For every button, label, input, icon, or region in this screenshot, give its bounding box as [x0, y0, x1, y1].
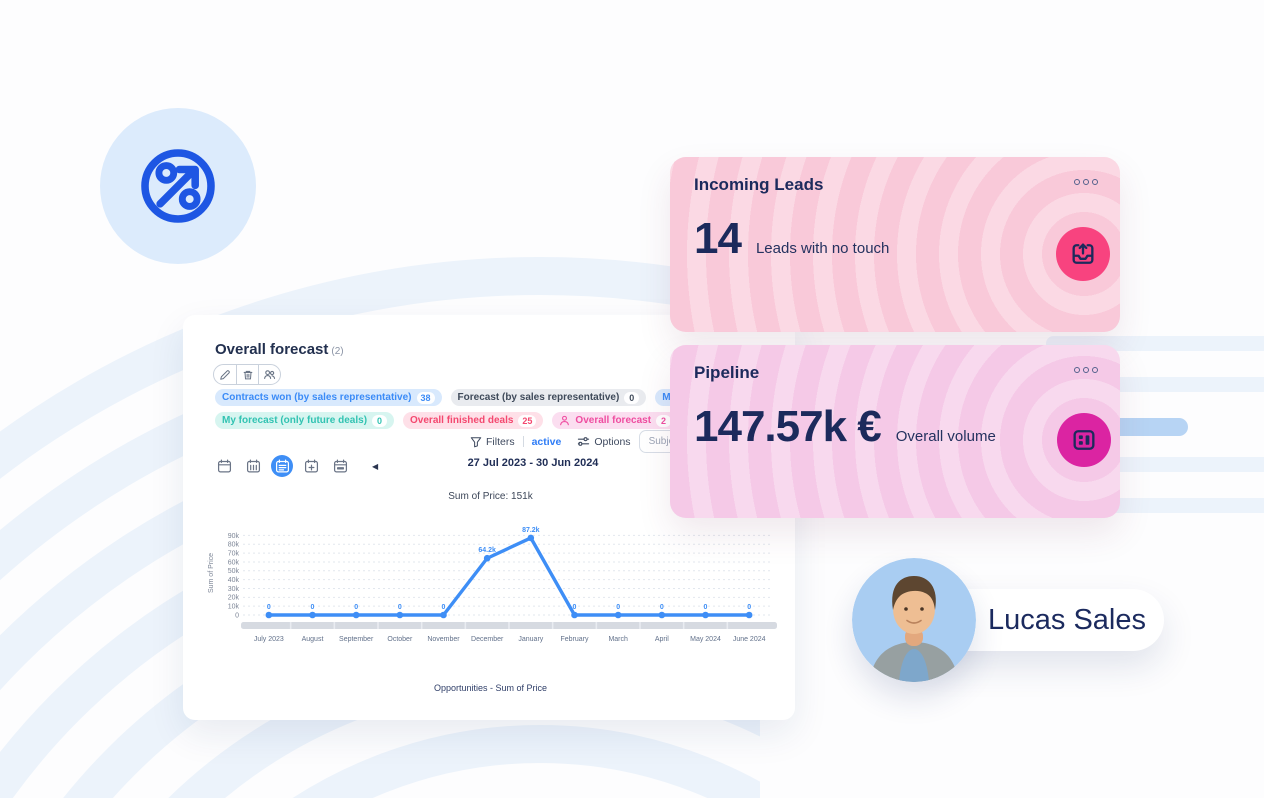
svg-text:70k: 70k [228, 551, 240, 558]
filter-chip[interactable]: Overall forecast 2 [552, 412, 679, 429]
svg-text:80k: 80k [228, 542, 240, 549]
chip-label: Overall forecast [575, 415, 652, 426]
pipeline-caption: Overall volume [895, 428, 996, 445]
page-title: Overall forecast (2) [215, 341, 344, 358]
svg-text:60k: 60k [228, 559, 240, 566]
svg-text:0: 0 [311, 604, 315, 611]
svg-text:90k: 90k [228, 533, 240, 540]
trash-icon[interactable] [236, 365, 258, 384]
pipeline-card: Pipeline 147.57k € Overall volume [670, 345, 1120, 518]
more-menu-icon[interactable] [1074, 367, 1098, 373]
chart-legend: Opportunities - Sum of Price [433, 683, 548, 693]
svg-text:0: 0 [616, 604, 620, 611]
percent-trend-icon [141, 149, 215, 223]
chip-count: 0 [372, 414, 388, 427]
calendar-range-icon[interactable] [329, 455, 351, 477]
filter-chip-row: My forecast (only future deals) 0 Overall … [215, 412, 679, 429]
leads-caption: Leads with no touch [755, 240, 890, 257]
sliders-icon [578, 437, 590, 446]
calendar-day-icon[interactable] [213, 455, 235, 477]
calendar-view-tabs: ◀ [213, 455, 378, 477]
svg-text:February: February [560, 636, 589, 643]
svg-text:87.2k: 87.2k [522, 527, 540, 534]
svg-text:0: 0 [354, 604, 358, 611]
incoming-leads-card: Incoming Leads 14 Leads with no touch [670, 157, 1120, 332]
collapse-arrow-icon[interactable]: ◀ [372, 461, 379, 471]
svg-text:20k: 20k [228, 595, 240, 602]
svg-text:64.2k: 64.2k [478, 547, 496, 554]
svg-text:March: March [608, 636, 628, 643]
svg-text:October: October [387, 636, 413, 643]
chip-label: Forecast (by sales representative) [457, 392, 620, 403]
svg-text:September: September [339, 636, 374, 643]
svg-text:50k: 50k [228, 568, 240, 575]
leads-count-value: 14 [694, 214, 742, 263]
svg-text:0: 0 [573, 604, 577, 611]
pencil-icon[interactable] [214, 365, 236, 384]
svg-text:July 2023: July 2023 [254, 636, 284, 643]
profile-name: Lucas Sales [988, 603, 1146, 636]
chart-title: Sum of Price: 151k [448, 491, 533, 502]
divider [522, 436, 524, 447]
svg-text:November: November [427, 636, 460, 643]
svg-text:0: 0 [747, 604, 751, 611]
avatar-photo [852, 558, 976, 682]
kanban-board-icon [1057, 413, 1111, 467]
outbox-tray-icon [1056, 227, 1110, 281]
svg-text:30k: 30k [228, 586, 240, 593]
date-range-label: 27 Jul 2023 - 30 Jun 2024 [467, 457, 599, 469]
calendar-add-icon[interactable] [300, 455, 322, 477]
percent-trend-badge [100, 108, 256, 264]
users-icon[interactable] [258, 365, 280, 384]
pipeline-volume-value: 147.57k € [694, 402, 882, 451]
report-toolbar [213, 364, 281, 385]
chip-label: Contracts won (by sales representative) [222, 392, 412, 403]
chip-label: Overall finished deals [410, 415, 514, 426]
filter-chip[interactable]: Forecast (by sales representative) 0 [450, 389, 647, 406]
svg-text:June 2024: June 2024 [733, 636, 766, 643]
chip-count: 25 [518, 414, 537, 427]
svg-text:0: 0 [660, 604, 664, 611]
filters-label: Filters [486, 435, 515, 448]
chip-count: 38 [416, 391, 435, 404]
card-title: Pipeline [694, 363, 760, 382]
svg-text:40k: 40k [228, 577, 240, 584]
calendar-columns-icon[interactable] [242, 455, 264, 477]
svg-text:April: April [655, 636, 669, 643]
more-menu-icon[interactable] [1074, 179, 1098, 185]
chip-count: 0 [624, 391, 640, 404]
svg-text:Sum of Price: Sum of Price [208, 553, 215, 593]
chip-label: My forecast (only future deals) [222, 415, 368, 426]
svg-text:0: 0 [398, 604, 402, 611]
svg-text:0: 0 [442, 604, 446, 611]
svg-text:May 2024: May 2024 [690, 636, 721, 643]
svg-text:10k: 10k [228, 604, 240, 611]
svg-text:December: December [471, 636, 504, 643]
svg-text:August: August [302, 636, 324, 643]
chip-count: 2 [656, 414, 672, 427]
filters-button[interactable]: Filters [470, 436, 515, 448]
svg-text:January: January [518, 636, 543, 643]
svg-text:0: 0 [235, 612, 239, 619]
filter-chip[interactable]: My forecast (only future deals) 0 [215, 412, 395, 429]
chart-scrollbar[interactable] [241, 622, 777, 629]
options-label: Options [594, 435, 631, 448]
filter-chip[interactable]: Contracts won (by sales representative) 3… [215, 389, 442, 406]
filter-chip[interactable]: Overall finished deals 25 [403, 412, 544, 429]
report-count: (2) [331, 346, 344, 357]
svg-text:0: 0 [704, 604, 708, 611]
card-title: Incoming Leads [694, 175, 824, 194]
svg-text:0: 0 [267, 604, 271, 611]
funnel-icon [470, 436, 482, 447]
options-button[interactable]: Options [577, 435, 631, 448]
calendar-list-icon[interactable] [271, 455, 293, 477]
person-icon [559, 415, 570, 426]
filters-active-link[interactable]: active [531, 435, 562, 448]
